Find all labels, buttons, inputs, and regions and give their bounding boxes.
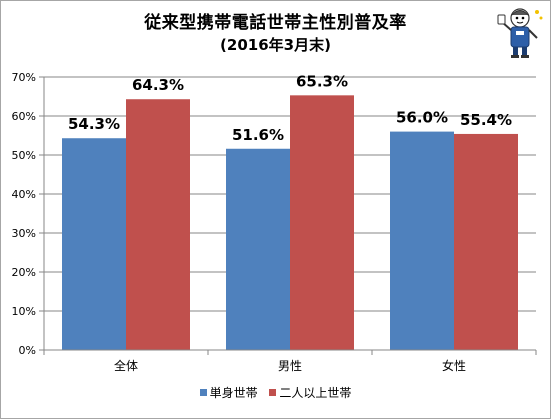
axes: 0% 10% 20% 30% 40% 50% 60% 70% 全体 男性 女性: [12, 71, 537, 373]
y-tick-label: 70%: [12, 71, 36, 84]
x-tick-label-2: 女性: [442, 358, 466, 373]
chart-subtitle: (2016年3月末): [220, 36, 331, 54]
bar-0-2: [390, 131, 454, 350]
data-label-1-2: 55.4%: [460, 111, 512, 129]
bar-1-1: [290, 95, 354, 350]
bars: [62, 95, 518, 350]
y-tick-label: 40%: [12, 188, 36, 201]
mascot-character-icon: [497, 8, 543, 58]
y-tick-label: 0%: [19, 344, 36, 357]
y-tick-label: 10%: [12, 305, 36, 318]
data-label-1-0: 64.3%: [132, 76, 184, 94]
legend-label-multi: 二人以上世帯: [279, 386, 352, 400]
data-label-0-0: 54.3%: [68, 115, 120, 133]
bar-1-2: [454, 133, 518, 350]
x-tick-label-0: 全体: [114, 358, 138, 373]
y-tick-label: 20%: [12, 266, 36, 279]
data-label-0-2: 56.0%: [396, 109, 448, 127]
chart-title: 従来型携帯電話世帯主性別普及率: [144, 13, 407, 33]
legend: 単身世帯 二人以上世帯: [0, 384, 551, 401]
bar-0-1: [226, 148, 290, 350]
data-labels: 54.3% 64.3% 51.6% 65.3% 56.0% 55.4%: [68, 72, 512, 143]
y-tick-label: 60%: [12, 110, 36, 123]
bar-0-0: [62, 138, 126, 350]
legend-item-multi: 二人以上世帯: [269, 384, 351, 401]
legend-swatch-single: [199, 389, 207, 396]
data-label-1-1: 65.3%: [296, 72, 348, 90]
legend-swatch-multi: [269, 389, 277, 396]
x-tick-label-1: 男性: [278, 359, 302, 373]
bar-1-0: [126, 99, 190, 350]
legend-item-single: 単身世帯: [199, 384, 258, 401]
data-label-0-1: 51.6%: [232, 126, 284, 144]
legend-label-single: 単身世帯: [209, 386, 258, 400]
y-tick-label: 50%: [12, 149, 36, 162]
y-tick-label: 30%: [12, 227, 36, 240]
